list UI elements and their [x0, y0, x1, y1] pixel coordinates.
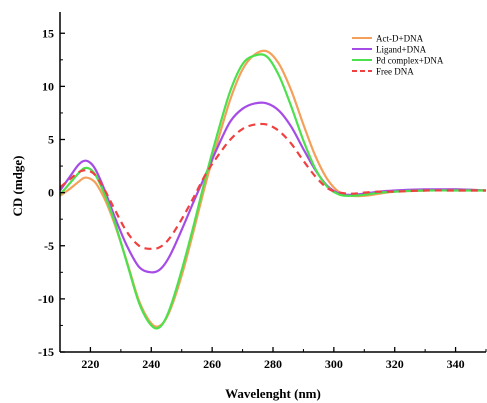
y-tick-label: -15 — [38, 345, 54, 359]
plot-area — [59, 49, 487, 330]
x-tick-label: 280 — [264, 357, 282, 371]
legend-entry-label: Ligand+DNA — [376, 45, 427, 55]
y-axis-label: CD (mdge) — [10, 155, 25, 216]
y-tick-label: 5 — [48, 133, 54, 147]
legend-entry-label: Free DNA — [376, 67, 414, 77]
series-line-4 — [59, 122, 486, 251]
x-tick-label: 300 — [325, 357, 343, 371]
legend-entry-label: Act-D+DNA — [376, 34, 424, 44]
series-line-3 — [59, 53, 486, 330]
y-tick-label: 0 — [48, 186, 54, 200]
y-tick-label: 15 — [42, 26, 54, 40]
x-tick-label: 340 — [447, 357, 465, 371]
x-tick-label: 320 — [386, 357, 404, 371]
legend-entry-label: Pd complex+DNA — [376, 56, 444, 66]
x-tick-label: 220 — [81, 357, 99, 371]
y-tick-label: -10 — [38, 292, 54, 306]
y-tick-label: -5 — [44, 239, 54, 253]
y-tick-label: 10 — [42, 79, 54, 93]
x-axis-label: Wavelenght (nm) — [225, 386, 321, 401]
x-tick-label: 260 — [203, 357, 221, 371]
axis-ticks: -15 -10 -5 0 5 10 15 220 240 260 280 300 320 340 — [38, 12, 487, 371]
x-tick-label: 240 — [142, 357, 160, 371]
